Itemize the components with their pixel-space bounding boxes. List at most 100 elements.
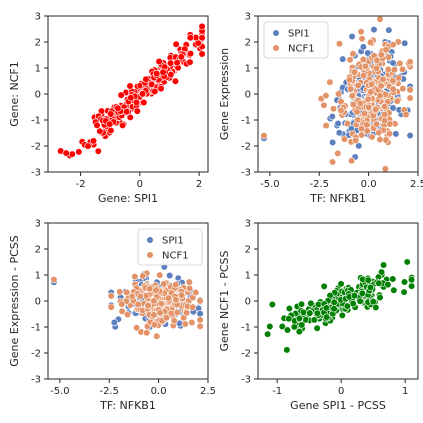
data-point xyxy=(338,311,346,319)
data-point xyxy=(68,150,76,158)
y-axis-label: Gene: NCF1 xyxy=(8,61,21,126)
data-point xyxy=(127,94,135,102)
data-point xyxy=(369,298,377,306)
data-point xyxy=(377,82,385,90)
data-point xyxy=(148,80,156,89)
data-point xyxy=(107,126,115,135)
data-point xyxy=(328,112,336,121)
data-point xyxy=(384,53,393,61)
data-point xyxy=(185,278,193,286)
data-point xyxy=(283,326,292,334)
y-tick-label: 0 xyxy=(35,297,41,308)
data-point xyxy=(170,317,178,325)
data-point xyxy=(389,275,397,283)
data-point xyxy=(390,286,398,294)
data-point xyxy=(364,95,372,103)
data-point xyxy=(402,111,410,119)
data-point xyxy=(159,68,167,76)
data-point xyxy=(377,51,385,59)
data-point xyxy=(396,59,404,67)
data-point xyxy=(359,43,367,51)
chart-panel-1: -2 0 2 -3 -2 -1 0 1 2 3 Gene: SPI1 Gene: NCF1 xyxy=(8,12,209,205)
data-point xyxy=(167,59,175,67)
data-point xyxy=(384,65,392,73)
data-point xyxy=(398,65,407,74)
data-point xyxy=(367,80,376,89)
data-point xyxy=(131,273,139,281)
x-tick-label: 0.0 xyxy=(361,179,377,190)
legend-label: NCF1 xyxy=(162,251,189,262)
data-point xyxy=(320,282,328,290)
data-point xyxy=(335,90,343,98)
data-point xyxy=(353,108,361,116)
data-point xyxy=(400,278,409,286)
data-point xyxy=(306,309,314,317)
data-point xyxy=(297,300,306,308)
data-point xyxy=(330,298,338,306)
data-point xyxy=(340,135,349,143)
chart-panel-2: -5.0 -2.5 0.0 2.5 -3 -2 -1 0 1 2 3 TF: NFKB1 Gene Ex… xyxy=(218,12,423,206)
y-tick-label: 3 xyxy=(245,12,251,23)
data-point xyxy=(150,297,158,305)
data-point xyxy=(408,282,416,290)
data-point xyxy=(384,281,392,289)
data-point xyxy=(50,276,58,284)
data-point xyxy=(381,165,389,173)
data-point xyxy=(330,305,338,313)
data-point xyxy=(356,297,364,305)
data-point xyxy=(406,94,414,102)
data-point xyxy=(146,285,154,293)
y-tick-label: 0 xyxy=(35,90,41,101)
data-point xyxy=(295,314,303,323)
data-point xyxy=(123,311,132,319)
data-point xyxy=(392,130,400,138)
data-point xyxy=(329,138,337,147)
data-point xyxy=(94,147,102,155)
data-point xyxy=(155,57,163,66)
data-point xyxy=(142,75,150,83)
x-tick-label: -2 xyxy=(76,179,86,190)
data-point xyxy=(117,91,125,99)
data-point xyxy=(403,258,411,266)
data-point xyxy=(183,309,191,317)
data-point xyxy=(164,294,173,302)
x-axis-label: Gene: SPI1 xyxy=(98,192,158,205)
data-point xyxy=(399,85,407,93)
data-point xyxy=(355,142,363,150)
data-point xyxy=(114,104,122,112)
y-tick-label: 2 xyxy=(35,38,41,49)
data-point xyxy=(172,40,180,48)
data-point xyxy=(133,324,141,332)
data-point xyxy=(123,107,131,116)
x-tick-label: 0 xyxy=(338,386,344,397)
data-point xyxy=(128,292,136,300)
data-point xyxy=(268,300,276,309)
data-point xyxy=(167,309,175,317)
x-tick-label: 0.0 xyxy=(151,386,167,397)
data-point xyxy=(376,293,384,302)
data-point xyxy=(192,288,200,297)
data-point xyxy=(260,132,268,140)
data-point xyxy=(139,272,147,280)
data-point xyxy=(395,74,403,82)
y-tick-label: 3 xyxy=(245,219,251,230)
data-point xyxy=(366,38,375,46)
y-tick-label: -1 xyxy=(241,116,251,127)
data-point xyxy=(133,107,141,115)
data-point xyxy=(313,309,322,317)
data-point xyxy=(107,292,115,300)
data-point xyxy=(401,39,409,47)
data-point xyxy=(329,105,338,113)
y-tick-label: -2 xyxy=(241,142,251,153)
data-point xyxy=(198,50,206,58)
data-point xyxy=(196,310,204,318)
y-tick-label: 2 xyxy=(245,38,251,49)
data-point xyxy=(283,346,291,354)
y-tick-label: 1 xyxy=(245,64,251,75)
data-point xyxy=(393,97,401,105)
data-point xyxy=(379,261,388,269)
data-point xyxy=(359,55,367,64)
data-point xyxy=(143,329,151,337)
data-point xyxy=(328,158,337,166)
data-point xyxy=(352,136,360,145)
